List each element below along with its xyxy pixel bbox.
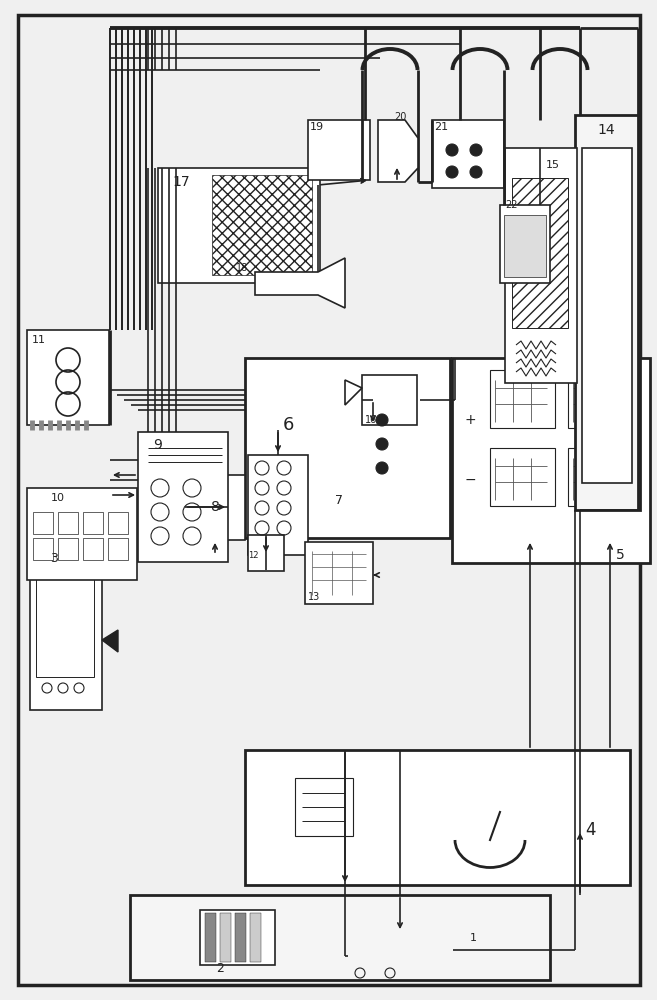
- Text: 7: 7: [335, 493, 343, 506]
- Bar: [305, 542, 373, 604]
- Text: 8: 8: [210, 500, 219, 514]
- Polygon shape: [102, 630, 118, 652]
- Text: 14: 14: [597, 123, 615, 137]
- Bar: [200, 910, 275, 965]
- Text: 22: 22: [505, 200, 518, 210]
- Text: −: −: [464, 473, 476, 487]
- Bar: [250, 913, 261, 962]
- Circle shape: [376, 438, 388, 450]
- Text: 1: 1: [470, 933, 477, 943]
- Bar: [108, 538, 128, 560]
- Text: 4: 4: [585, 821, 595, 839]
- Bar: [500, 205, 550, 283]
- Circle shape: [470, 144, 482, 156]
- Bar: [308, 120, 370, 180]
- Bar: [248, 455, 308, 555]
- Bar: [575, 115, 640, 510]
- Text: 17: 17: [172, 175, 190, 189]
- Bar: [245, 358, 450, 538]
- Text: 15: 15: [546, 160, 560, 170]
- Text: 3: 3: [50, 552, 58, 564]
- Text: 2: 2: [216, 962, 224, 974]
- Bar: [382, 138, 406, 162]
- Polygon shape: [345, 380, 362, 405]
- Bar: [568, 370, 633, 428]
- Bar: [83, 512, 103, 534]
- Bar: [295, 778, 353, 836]
- Bar: [375, 940, 388, 960]
- Bar: [212, 175, 312, 275]
- Text: 18: 18: [236, 263, 248, 273]
- Polygon shape: [255, 258, 345, 308]
- Bar: [185, 475, 245, 540]
- Bar: [58, 512, 78, 534]
- Text: 12: 12: [248, 550, 258, 560]
- Circle shape: [470, 166, 482, 178]
- Bar: [33, 512, 53, 534]
- Bar: [411, 940, 424, 960]
- Bar: [432, 120, 504, 188]
- Bar: [393, 940, 406, 960]
- Bar: [490, 370, 555, 428]
- Bar: [33, 538, 53, 560]
- Bar: [245, 750, 630, 885]
- Circle shape: [376, 462, 388, 474]
- Text: 13: 13: [308, 592, 320, 602]
- Bar: [27, 488, 137, 580]
- Bar: [36, 562, 94, 677]
- Bar: [205, 913, 216, 962]
- Bar: [248, 535, 284, 571]
- Text: 19: 19: [310, 122, 324, 132]
- Bar: [58, 538, 78, 560]
- Text: 6: 6: [283, 416, 294, 434]
- Bar: [27, 330, 109, 425]
- Text: 9: 9: [153, 438, 162, 452]
- Text: 10: 10: [51, 493, 65, 503]
- Bar: [505, 148, 577, 383]
- Bar: [568, 448, 633, 506]
- Polygon shape: [378, 120, 418, 182]
- Text: 20: 20: [394, 112, 406, 122]
- Bar: [138, 432, 228, 562]
- Text: +: +: [464, 413, 476, 427]
- Text: 5: 5: [616, 548, 624, 562]
- Text: 21: 21: [434, 122, 448, 132]
- Bar: [452, 358, 650, 563]
- Text: 11: 11: [32, 335, 46, 345]
- Bar: [220, 913, 231, 962]
- Bar: [158, 168, 320, 283]
- Bar: [362, 375, 417, 425]
- Bar: [490, 448, 555, 506]
- Bar: [582, 148, 632, 483]
- Bar: [512, 178, 568, 328]
- Circle shape: [376, 414, 388, 426]
- Bar: [357, 940, 370, 960]
- Bar: [348, 932, 453, 980]
- Bar: [504, 215, 546, 277]
- Bar: [108, 512, 128, 534]
- Bar: [235, 913, 246, 962]
- Text: 16: 16: [365, 415, 377, 425]
- Bar: [130, 895, 550, 980]
- Bar: [30, 545, 102, 710]
- Bar: [83, 538, 103, 560]
- Circle shape: [446, 166, 458, 178]
- Circle shape: [446, 144, 458, 156]
